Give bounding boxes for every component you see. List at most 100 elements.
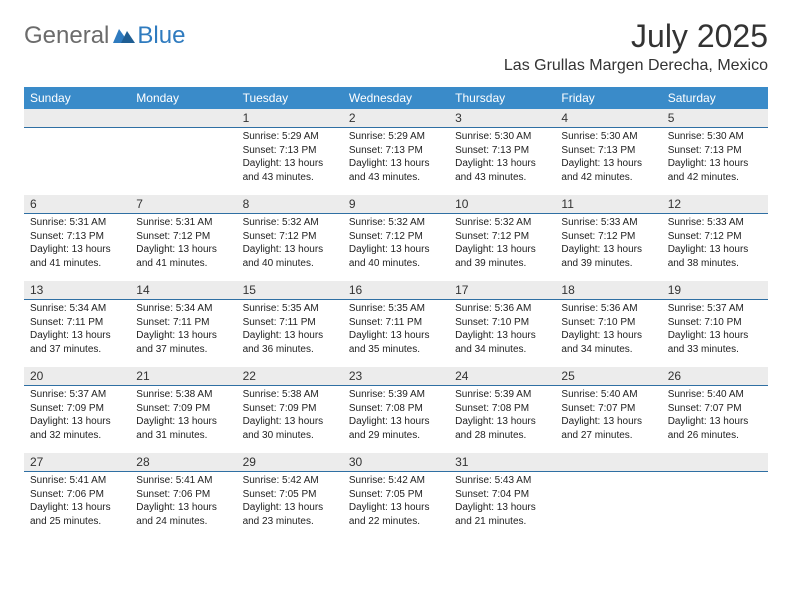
- weekday-header: Wednesday: [343, 87, 449, 109]
- calendar-day-cell: 11Sunrise: 5:33 AMSunset: 7:12 PMDayligh…: [555, 195, 661, 281]
- calendar-day-cell: 14Sunrise: 5:34 AMSunset: 7:11 PMDayligh…: [130, 281, 236, 367]
- calendar-day-cell: 10Sunrise: 5:32 AMSunset: 7:12 PMDayligh…: [449, 195, 555, 281]
- day-details: Sunrise: 5:37 AMSunset: 7:10 PMDaylight:…: [662, 300, 768, 360]
- day-details: Sunrise: 5:43 AMSunset: 7:04 PMDaylight:…: [449, 472, 555, 532]
- title-block: July 2025 Las Grullas Margen Derecha, Me…: [504, 18, 768, 75]
- day-number: 22: [237, 367, 343, 386]
- day-detail-line: Sunrise: 5:34 AM: [136, 302, 230, 316]
- day-number-empty: [24, 109, 130, 128]
- day-details: Sunrise: 5:32 AMSunset: 7:12 PMDaylight:…: [449, 214, 555, 274]
- day-detail-line: Sunrise: 5:41 AM: [30, 474, 124, 488]
- calendar-empty-cell: [555, 453, 661, 539]
- calendar-day-cell: 31Sunrise: 5:43 AMSunset: 7:04 PMDayligh…: [449, 453, 555, 539]
- day-detail-line: and 36 minutes.: [243, 343, 337, 357]
- day-detail-line: and 33 minutes.: [668, 343, 762, 357]
- day-detail-line: Sunrise: 5:29 AM: [349, 130, 443, 144]
- page-header: General Blue July 2025 Las Grullas Marge…: [24, 18, 768, 75]
- day-number: 28: [130, 453, 236, 472]
- calendar-day-cell: 26Sunrise: 5:40 AMSunset: 7:07 PMDayligh…: [662, 367, 768, 453]
- calendar-body: 1Sunrise: 5:29 AMSunset: 7:13 PMDaylight…: [24, 109, 768, 539]
- day-detail-line: and 32 minutes.: [30, 429, 124, 443]
- day-details: Sunrise: 5:38 AMSunset: 7:09 PMDaylight:…: [237, 386, 343, 446]
- day-number: 5: [662, 109, 768, 128]
- day-detail-line: Sunrise: 5:31 AM: [136, 216, 230, 230]
- calendar-day-cell: 13Sunrise: 5:34 AMSunset: 7:11 PMDayligh…: [24, 281, 130, 367]
- weekday-header: Sunday: [24, 87, 130, 109]
- day-detail-line: Sunrise: 5:39 AM: [349, 388, 443, 402]
- day-details: Sunrise: 5:39 AMSunset: 7:08 PMDaylight:…: [449, 386, 555, 446]
- day-detail-line: Sunrise: 5:38 AM: [136, 388, 230, 402]
- day-number: 4: [555, 109, 661, 128]
- day-detail-line: Sunset: 7:12 PM: [561, 230, 655, 244]
- calendar-header-row: SundayMondayTuesdayWednesdayThursdayFrid…: [24, 87, 768, 109]
- day-detail-line: Sunset: 7:13 PM: [243, 144, 337, 158]
- day-detail-line: Sunrise: 5:29 AM: [243, 130, 337, 144]
- day-number: 7: [130, 195, 236, 214]
- day-detail-line: and 22 minutes.: [349, 515, 443, 529]
- day-detail-line: and 25 minutes.: [30, 515, 124, 529]
- day-details: Sunrise: 5:29 AMSunset: 7:13 PMDaylight:…: [343, 128, 449, 188]
- day-detail-line: Sunrise: 5:43 AM: [455, 474, 549, 488]
- day-number: 10: [449, 195, 555, 214]
- day-details: Sunrise: 5:34 AMSunset: 7:11 PMDaylight:…: [24, 300, 130, 360]
- day-detail-line: Sunrise: 5:33 AM: [668, 216, 762, 230]
- day-detail-line: Sunrise: 5:42 AM: [349, 474, 443, 488]
- location-subtitle: Las Grullas Margen Derecha, Mexico: [504, 57, 768, 75]
- day-details: Sunrise: 5:32 AMSunset: 7:12 PMDaylight:…: [343, 214, 449, 274]
- day-details: Sunrise: 5:35 AMSunset: 7:11 PMDaylight:…: [237, 300, 343, 360]
- day-number: 17: [449, 281, 555, 300]
- calendar-week-row: 1Sunrise: 5:29 AMSunset: 7:13 PMDaylight…: [24, 109, 768, 195]
- day-detail-line: Sunrise: 5:31 AM: [30, 216, 124, 230]
- calendar-day-cell: 9Sunrise: 5:32 AMSunset: 7:12 PMDaylight…: [343, 195, 449, 281]
- day-detail-line: and 24 minutes.: [136, 515, 230, 529]
- day-detail-line: Daylight: 13 hours: [561, 157, 655, 171]
- day-detail-line: Daylight: 13 hours: [243, 501, 337, 515]
- day-detail-line: and 40 minutes.: [243, 257, 337, 271]
- day-detail-line: and 27 minutes.: [561, 429, 655, 443]
- day-number: 2: [343, 109, 449, 128]
- calendar-day-cell: 17Sunrise: 5:36 AMSunset: 7:10 PMDayligh…: [449, 281, 555, 367]
- day-details: Sunrise: 5:36 AMSunset: 7:10 PMDaylight:…: [555, 300, 661, 360]
- day-number: 25: [555, 367, 661, 386]
- day-detail-line: and 31 minutes.: [136, 429, 230, 443]
- calendar-empty-cell: [24, 109, 130, 195]
- weekday-header: Friday: [555, 87, 661, 109]
- day-number: 14: [130, 281, 236, 300]
- day-detail-line: Daylight: 13 hours: [668, 329, 762, 343]
- day-detail-line: Sunset: 7:12 PM: [243, 230, 337, 244]
- day-detail-line: Sunrise: 5:39 AM: [455, 388, 549, 402]
- day-detail-line: and 28 minutes.: [455, 429, 549, 443]
- day-detail-line: and 39 minutes.: [455, 257, 549, 271]
- day-detail-line: and 41 minutes.: [30, 257, 124, 271]
- day-detail-line: and 34 minutes.: [455, 343, 549, 357]
- day-number: 18: [555, 281, 661, 300]
- day-detail-line: and 42 minutes.: [668, 171, 762, 185]
- day-detail-line: Sunrise: 5:30 AM: [561, 130, 655, 144]
- day-number: 29: [237, 453, 343, 472]
- day-details: Sunrise: 5:31 AMSunset: 7:12 PMDaylight:…: [130, 214, 236, 274]
- day-detail-line: Daylight: 13 hours: [561, 243, 655, 257]
- day-detail-line: and 38 minutes.: [668, 257, 762, 271]
- day-details: Sunrise: 5:33 AMSunset: 7:12 PMDaylight:…: [555, 214, 661, 274]
- day-detail-line: Sunset: 7:07 PM: [561, 402, 655, 416]
- day-detail-line: Sunset: 7:09 PM: [30, 402, 124, 416]
- calendar-week-row: 20Sunrise: 5:37 AMSunset: 7:09 PMDayligh…: [24, 367, 768, 453]
- day-detail-line: Sunset: 7:12 PM: [455, 230, 549, 244]
- day-detail-line: Sunrise: 5:38 AM: [243, 388, 337, 402]
- day-detail-line: and 29 minutes.: [349, 429, 443, 443]
- weekday-header: Monday: [130, 87, 236, 109]
- day-detail-line: Sunset: 7:09 PM: [136, 402, 230, 416]
- day-detail-line: and 23 minutes.: [243, 515, 337, 529]
- day-detail-line: Daylight: 13 hours: [30, 415, 124, 429]
- day-detail-line: Sunrise: 5:37 AM: [668, 302, 762, 316]
- day-detail-line: Sunset: 7:05 PM: [243, 488, 337, 502]
- day-detail-line: Sunrise: 5:33 AM: [561, 216, 655, 230]
- day-number: 26: [662, 367, 768, 386]
- day-detail-line: and 42 minutes.: [561, 171, 655, 185]
- day-detail-line: Sunrise: 5:36 AM: [561, 302, 655, 316]
- calendar-day-cell: 8Sunrise: 5:32 AMSunset: 7:12 PMDaylight…: [237, 195, 343, 281]
- day-number-empty: [662, 453, 768, 472]
- day-details: Sunrise: 5:30 AMSunset: 7:13 PMDaylight:…: [555, 128, 661, 188]
- calendar-day-cell: 1Sunrise: 5:29 AMSunset: 7:13 PMDaylight…: [237, 109, 343, 195]
- calendar-day-cell: 27Sunrise: 5:41 AMSunset: 7:06 PMDayligh…: [24, 453, 130, 539]
